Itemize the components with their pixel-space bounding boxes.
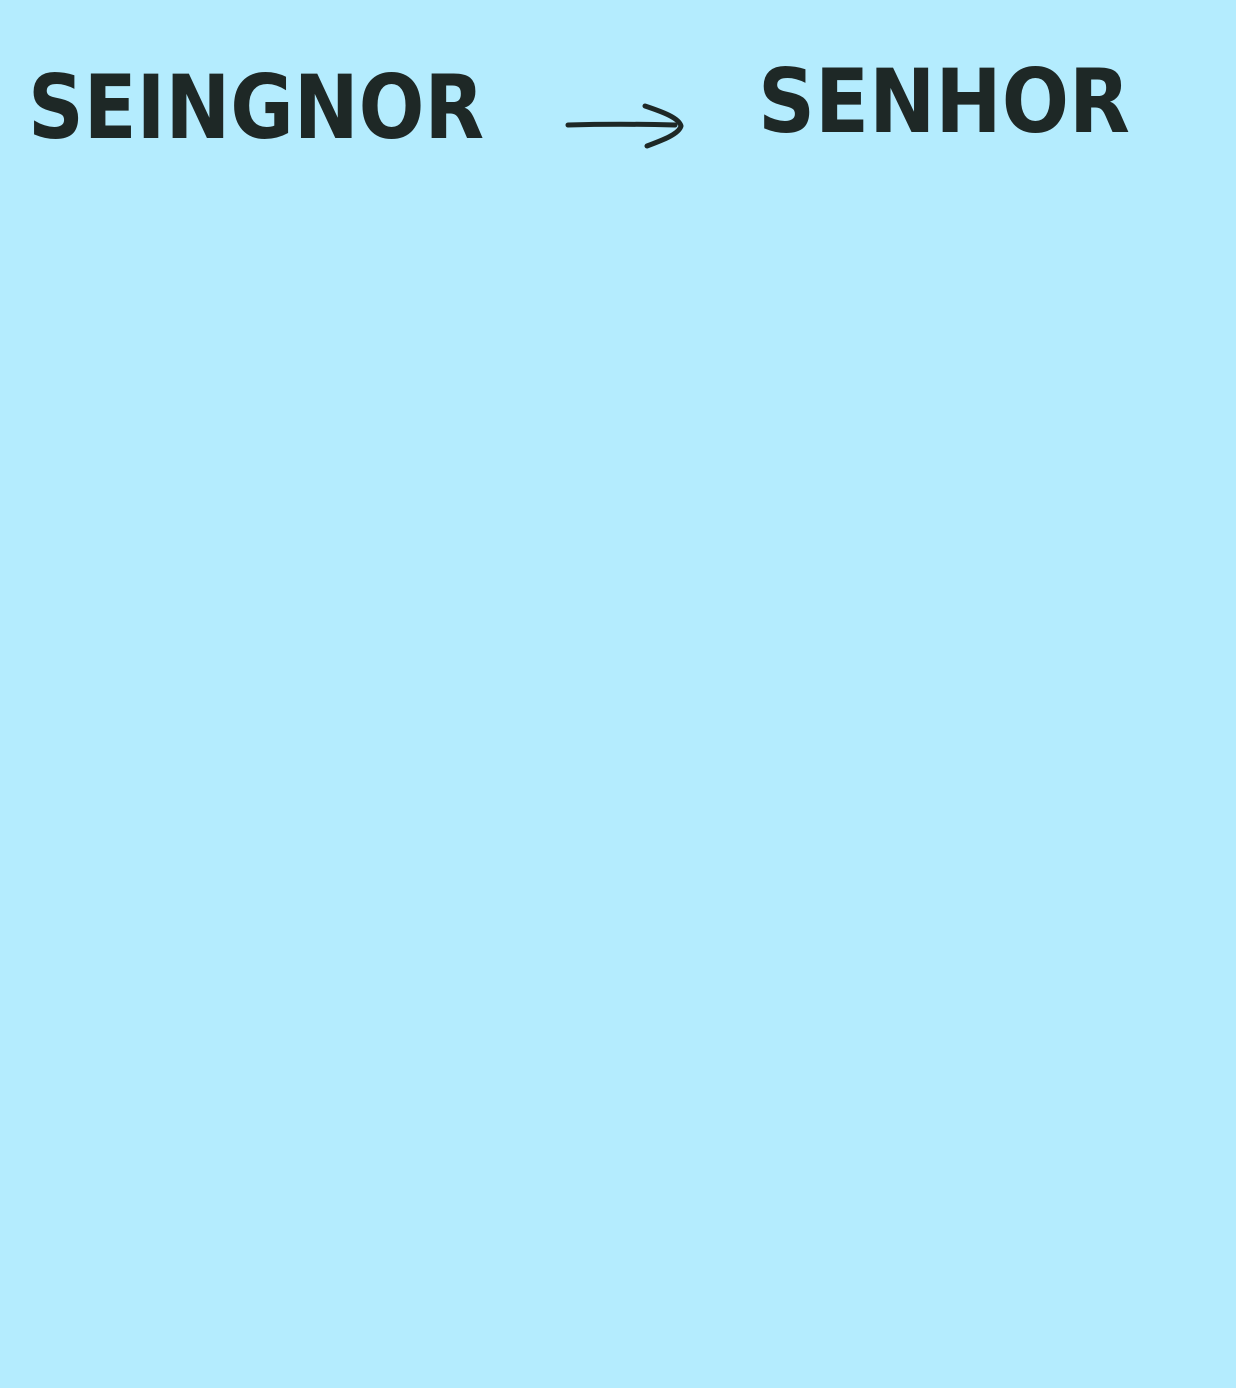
handwritten-line: SEINGNOR SENHOR [28,58,1138,168]
right-arrow-icon [563,84,688,149]
source-word: SEINGNOR [28,56,485,159]
target-word: SENHOR [758,50,1131,153]
